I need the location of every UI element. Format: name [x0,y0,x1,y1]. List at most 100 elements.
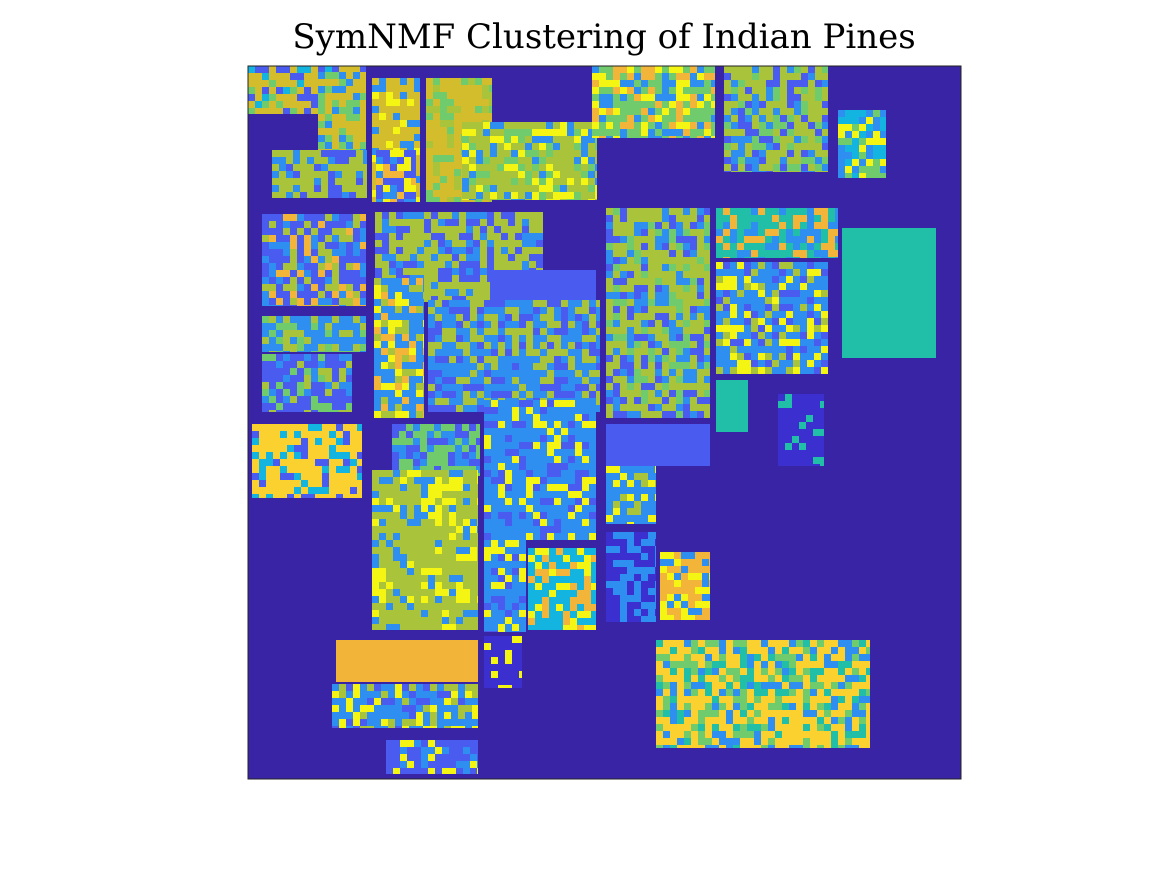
pixel-cell [421,491,428,498]
pixel-cell [409,285,416,292]
pixel-cell [456,470,463,477]
pixel-cell [445,275,452,282]
pixel-cell [556,569,563,576]
pixel-cell [705,640,712,647]
pixel-cell [575,384,582,391]
pixel-cell [627,616,634,622]
pixel-cell [613,616,620,622]
pixel-cell [730,276,737,283]
pixel-cell [416,390,423,397]
pixel-cell [606,588,613,595]
pixel-cell [456,761,463,768]
pixel-cell [691,661,698,668]
pixel-cell [526,491,533,498]
pixel-cell [831,717,838,724]
pixel-cell [462,438,469,445]
pixel-cell [421,505,428,512]
pixel-cell [801,73,808,80]
pixel-cell [606,80,613,87]
field-region [462,122,597,200]
pixel-cell [276,87,283,94]
pixel-cell [704,327,710,334]
pixel-cell [815,129,822,136]
pixel-cell [297,94,304,101]
pixel-cell [880,173,886,178]
pixel-cell [655,539,656,546]
pixel-cell [539,129,546,136]
pixel-cell [402,376,409,383]
pixel-cell [758,262,765,269]
pixel-cell [723,339,730,346]
pixel-cell [838,138,845,145]
pixel-cell [656,724,663,731]
pixel-cell [472,684,478,691]
pixel-cell [423,292,424,299]
pixel-cell [824,661,831,668]
pixel-cell [648,595,655,602]
pixel-cell [462,178,469,185]
pixel-cell [414,519,421,526]
pixel-cell [421,761,428,768]
pixel-cell [339,684,346,691]
pixel-cell [574,192,581,199]
pixel-cell [360,66,366,73]
pixel-cell [435,321,442,328]
pixel-cell [381,313,388,320]
pixel-cell [286,164,293,171]
pixel-cell [712,696,719,703]
pixel-cell [346,361,352,368]
pixel-cell [683,390,690,397]
pixel-cell [688,573,695,580]
pixel-cell [838,668,845,675]
pixel-cell [859,696,866,703]
pixel-cell [318,410,325,412]
pixel-cell [360,214,366,221]
pixel-cell [484,603,491,610]
pixel-cell [684,731,691,738]
pixel-cell [745,101,752,108]
pixel-cell [582,377,589,384]
pixel-cell [596,398,600,405]
pixel-cell [438,233,445,240]
pixel-cell [648,66,655,73]
pixel-cell [648,355,655,362]
pixel-cell [536,254,543,261]
pixel-cell [690,313,697,320]
pixel-cell [276,323,283,330]
pixel-cell [766,87,773,94]
pixel-cell [747,724,754,731]
pixel-cell [532,192,539,199]
pixel-cell [346,284,353,291]
pixel-cell [765,367,772,374]
pixel-cell [360,298,366,305]
pixel-cell [290,256,297,263]
pixel-cell [269,94,276,101]
pixel-cell [442,624,449,630]
pixel-cell [669,136,676,138]
pixel-cell [426,99,433,106]
pixel-cell [393,768,400,774]
pixel-cell [318,344,325,351]
pixel-cell [648,129,655,136]
pixel-cell [589,321,596,328]
pixel-cell [814,208,821,215]
pixel-cell [655,404,662,411]
pixel-cell [711,115,715,122]
pixel-cell [723,290,730,297]
pixel-cell [512,328,519,335]
pixel-cell [526,349,533,356]
pixel-cell [697,257,704,264]
pixel-cell [563,569,570,576]
pixel-cell [383,199,390,202]
pixel-cell [463,768,470,774]
pixel-cell [402,369,409,376]
pixel-cell [723,332,730,339]
pixel-cell [518,199,525,200]
pixel-cell [759,143,766,150]
pixel-cell [801,157,808,164]
pixel-cell [815,94,822,101]
pixel-cell [627,588,634,595]
pixel-cell [445,261,452,268]
pixel-cell [676,66,683,73]
pixel-cell [519,636,522,643]
